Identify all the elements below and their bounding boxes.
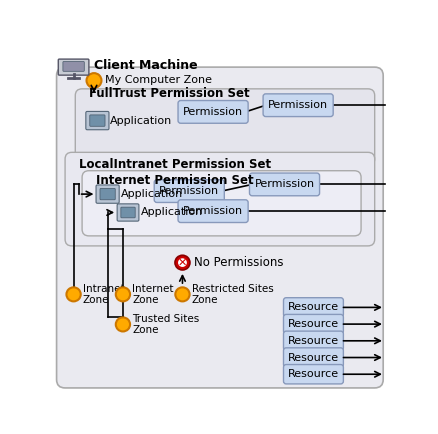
Text: Resource: Resource <box>287 319 338 329</box>
Text: Permission: Permission <box>159 186 219 196</box>
Circle shape <box>178 258 187 267</box>
Text: Trusted Sites
Zone: Trusted Sites Zone <box>132 314 199 335</box>
Circle shape <box>116 287 130 301</box>
Circle shape <box>66 287 81 301</box>
FancyBboxPatch shape <box>100 188 115 200</box>
Text: LocalIntranet Permission Set: LocalIntranet Permission Set <box>78 158 270 171</box>
Text: ✕: ✕ <box>177 258 187 268</box>
Circle shape <box>175 287 189 301</box>
Text: Restricted Sites
Zone: Restricted Sites Zone <box>191 283 273 305</box>
FancyBboxPatch shape <box>178 200 247 223</box>
Text: Resource: Resource <box>287 352 338 362</box>
FancyBboxPatch shape <box>249 173 319 196</box>
Text: Permission: Permission <box>254 179 314 189</box>
FancyBboxPatch shape <box>57 67 382 388</box>
Text: Resource: Resource <box>287 336 338 346</box>
Text: My Computer Zone: My Computer Zone <box>105 76 212 85</box>
FancyBboxPatch shape <box>262 94 332 117</box>
FancyBboxPatch shape <box>283 365 343 384</box>
Circle shape <box>116 317 130 332</box>
FancyBboxPatch shape <box>154 180 224 202</box>
Text: Internet
Zone: Internet Zone <box>132 283 173 305</box>
Text: Permission: Permission <box>183 107 243 117</box>
Text: Permission: Permission <box>268 100 328 110</box>
Circle shape <box>175 255 190 270</box>
FancyBboxPatch shape <box>283 298 343 317</box>
Text: Resource: Resource <box>287 369 338 379</box>
Text: Internet Permission Set: Internet Permission Set <box>95 174 253 187</box>
Text: Application: Application <box>110 115 172 125</box>
FancyBboxPatch shape <box>58 59 88 75</box>
FancyBboxPatch shape <box>120 207 135 218</box>
Text: Client Machine: Client Machine <box>94 59 197 72</box>
Text: No Permissions: No Permissions <box>193 256 283 269</box>
FancyBboxPatch shape <box>96 185 119 203</box>
FancyBboxPatch shape <box>117 204 138 221</box>
FancyBboxPatch shape <box>75 89 374 166</box>
Text: Application: Application <box>120 189 182 199</box>
Text: Application: Application <box>141 207 203 217</box>
FancyBboxPatch shape <box>82 171 360 236</box>
Text: Permission: Permission <box>183 206 243 216</box>
Text: FullTrust Permission Set: FullTrust Permission Set <box>88 87 249 100</box>
Text: Intranet
Zone: Intranet Zone <box>83 283 124 305</box>
FancyBboxPatch shape <box>65 152 374 246</box>
FancyBboxPatch shape <box>178 101 247 123</box>
FancyBboxPatch shape <box>283 314 343 334</box>
FancyBboxPatch shape <box>90 115 105 126</box>
Circle shape <box>86 73 101 88</box>
FancyBboxPatch shape <box>86 112 109 130</box>
Text: Resource: Resource <box>287 302 338 312</box>
FancyBboxPatch shape <box>283 348 343 367</box>
FancyBboxPatch shape <box>283 331 343 351</box>
FancyBboxPatch shape <box>63 62 84 71</box>
